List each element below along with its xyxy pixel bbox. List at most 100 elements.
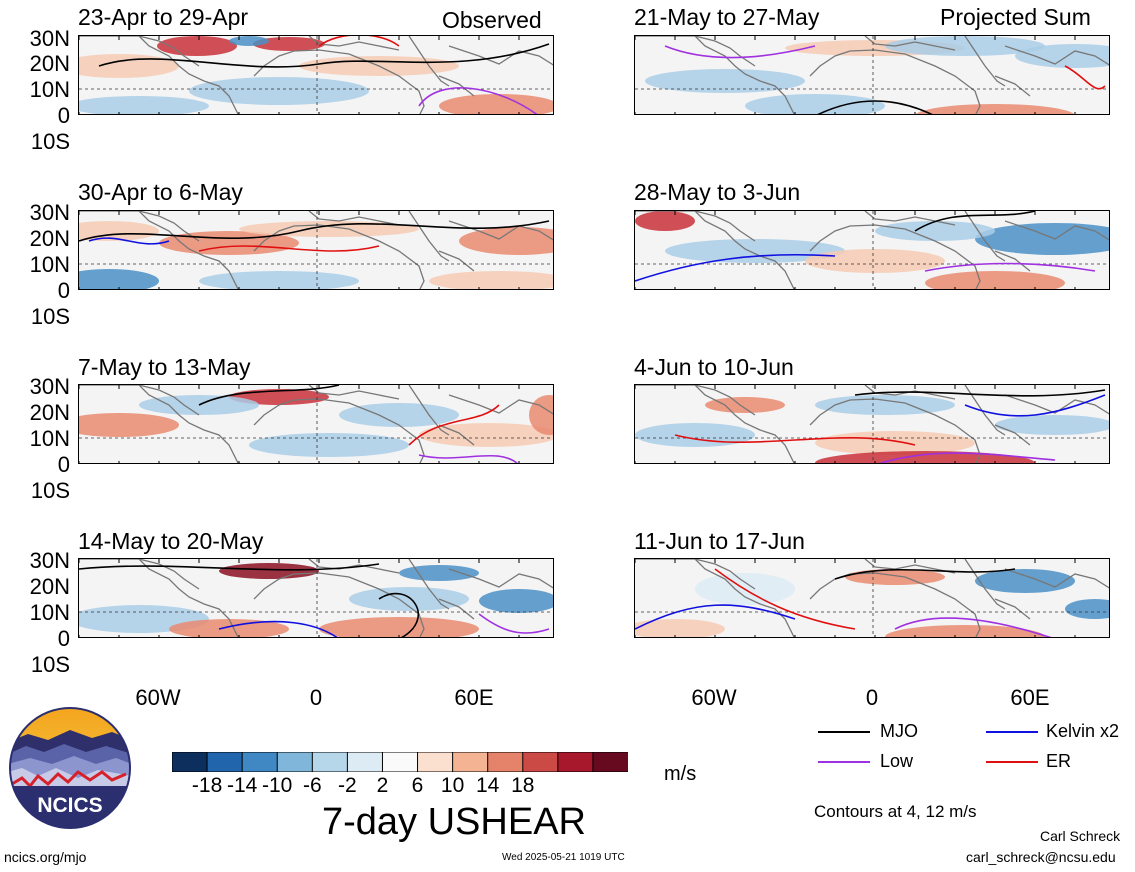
coastline (438, 75, 475, 97)
filtered-contour (218, 620, 338, 637)
colorbar-swatch (311, 752, 349, 772)
coastline (964, 211, 1006, 262)
filtered-contour (88, 237, 170, 245)
coastline (79, 559, 239, 637)
legend-label-low: Low (880, 751, 914, 771)
coastline (1004, 220, 1109, 241)
shear-anomaly-region (219, 563, 319, 579)
colorbar (172, 752, 628, 772)
colorbar-tick-label: -6 (302, 774, 322, 797)
shear-anomaly-region (239, 221, 419, 237)
coastline (994, 75, 1031, 97)
filtered-contour (378, 592, 420, 637)
coastline (138, 211, 200, 242)
ytick-label: 30N (29, 26, 70, 51)
legend-line-low (818, 761, 870, 763)
legend-label-kelvin: Kelvin x2 (1046, 721, 1120, 741)
colorbar-swatch (241, 752, 279, 772)
coastline (138, 385, 200, 416)
shear-anomaly-region (815, 431, 975, 455)
shear-field (79, 385, 553, 463)
ytick-label: 10S (30, 129, 70, 154)
shear-anomaly-region (975, 223, 1109, 255)
coastline (809, 572, 981, 637)
column-label-observed: Observed (442, 7, 542, 33)
colorbar-swatch (452, 752, 489, 772)
contour-note: Contours at 4, 12 m/s (814, 802, 977, 821)
coastline (994, 424, 1031, 446)
colorbar-swatch (522, 752, 559, 772)
panel-title-proj-1: 21-May to 27-May (634, 4, 820, 30)
panel-title-obs-2: 30-Apr to 6-May (78, 179, 243, 205)
filtered-contour (478, 613, 550, 634)
legend-label-mjo: MJO (880, 721, 918, 741)
shear-anomaly-region (845, 569, 945, 585)
filtered-contour (834, 568, 1016, 580)
shear-anomaly-region (705, 397, 785, 413)
coastline (635, 385, 795, 463)
shear-field (79, 211, 553, 289)
ytick-label: 0 (57, 103, 70, 128)
ytick-label: 10S (30, 652, 70, 677)
coastline (438, 598, 475, 620)
coastline (809, 49, 981, 114)
legend-line-kelvin (986, 731, 1038, 733)
ytick-label: 20N (29, 226, 70, 251)
ytick-label: 10S (30, 478, 70, 503)
shear-anomaly-region (199, 271, 359, 289)
coastline (253, 224, 425, 289)
legend-line-er (986, 761, 1038, 763)
xtick-label-right-0: 0 (865, 685, 879, 710)
author-email[interactable]: carl_schreck@ncsu.edu (966, 849, 1116, 865)
ytick-label: 10N (29, 426, 70, 451)
colorbar-swatch (206, 752, 244, 772)
filtered-contour (854, 389, 1106, 397)
xtick-label-left-60e: 60E (454, 685, 494, 710)
ytick-label: 0 (57, 626, 70, 651)
filtered-contour (198, 245, 380, 252)
coastline (448, 45, 553, 66)
panel-title-proj-3: 4-Jun to 10-Jun (634, 354, 794, 380)
shear-anomaly-region (665, 239, 845, 263)
coastline (79, 36, 239, 114)
colorbar-tick-label: -18 (191, 774, 223, 797)
ytick-label: 10N (29, 252, 70, 277)
coastline (408, 211, 450, 262)
filtered-contour (878, 452, 1056, 463)
coastline (438, 424, 475, 446)
shear-anomaly-region (635, 211, 695, 231)
filtered-contour (79, 220, 550, 242)
colorbar-tick-label: -10 (262, 774, 293, 797)
filtered-contour (318, 36, 400, 47)
coastline (138, 559, 200, 590)
source-url[interactable]: ncics.org/mjo (4, 849, 87, 865)
coastline (635, 36, 795, 114)
shear-anomaly-region (635, 619, 725, 637)
filtered-contour (924, 262, 1096, 272)
coastline (253, 49, 425, 114)
shear-field (635, 385, 1109, 463)
colorbar-tick-label: 6 (411, 774, 424, 797)
coastline (448, 394, 553, 415)
filtered-contour (418, 87, 538, 114)
colorbar-swatch (592, 752, 628, 772)
shear-anomaly-region (975, 569, 1075, 593)
filtered-contour (817, 100, 933, 114)
shear-anomaly-region (885, 36, 1045, 56)
units-label: m/s (664, 763, 697, 785)
shear-anomaly-region (339, 403, 459, 427)
colorbar-swatch (381, 752, 419, 772)
shear-anomaly-region (885, 625, 1045, 637)
map-panel-proj-4 (634, 558, 1110, 638)
coastline (1004, 568, 1109, 589)
colorbar-tick-label: 2 (376, 774, 389, 797)
map-panel-obs-2 (78, 210, 554, 290)
coastline (408, 36, 450, 87)
filtered-contour (664, 45, 816, 59)
filtered-contour (408, 404, 500, 446)
shear-anomaly-region (79, 54, 179, 78)
coastline (408, 559, 450, 610)
shear-anomaly-region (916, 104, 1074, 114)
map-panel-proj-3 (634, 384, 1110, 464)
panel-title-proj-2: 28-May to 3-Jun (634, 179, 801, 205)
